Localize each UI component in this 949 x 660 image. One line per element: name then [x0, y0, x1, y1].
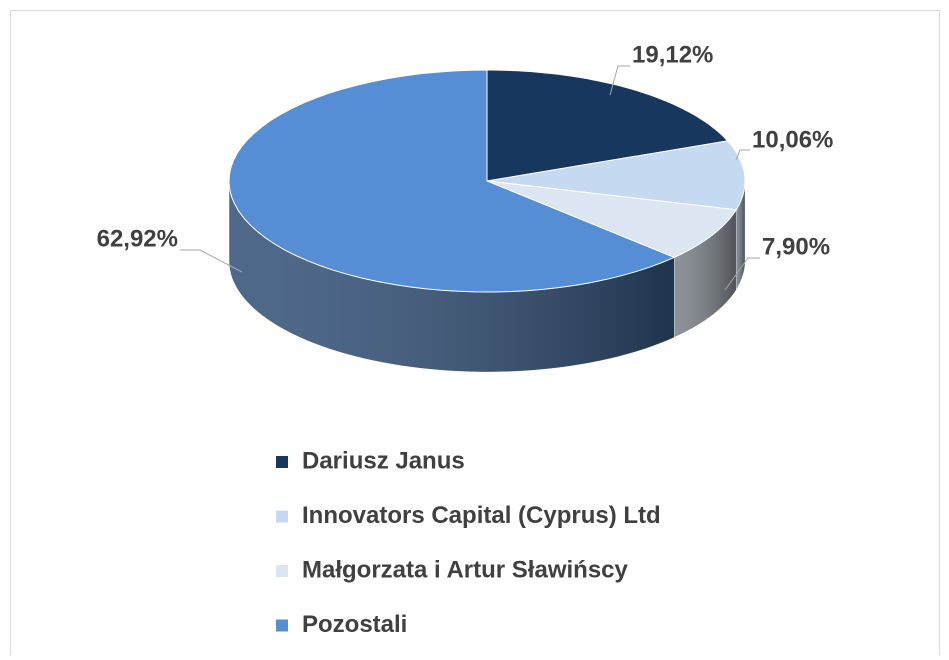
leader-line	[724, 257, 760, 291]
data-label: 10,06%	[752, 126, 833, 153]
pie-slice	[486, 69, 729, 182]
legend-swatch	[276, 619, 288, 632]
leader-line	[609, 65, 630, 96]
data-label: 62,92%	[97, 225, 178, 252]
pie-slice-side-shade	[736, 181, 745, 290]
legend-label: Pozostali	[302, 611, 407, 638]
pie-slice-side-shade	[674, 209, 737, 338]
pie-slice-side-shade	[229, 181, 675, 372]
leader-line	[735, 149, 750, 161]
legend-label: Innovators Capital (Cyprus) Ltd	[302, 502, 661, 529]
legend-label: Małgorzata i Artur Sławińscy	[302, 556, 629, 583]
pie-slice	[228, 69, 676, 293]
chart-border	[10, 10, 940, 655]
leader-line	[180, 249, 243, 273]
pie-slice	[486, 140, 746, 211]
legend-swatch	[276, 510, 288, 523]
legend-swatch	[276, 456, 288, 468]
data-label: 7,90%	[762, 233, 830, 260]
data-label: 19,12%	[632, 41, 713, 68]
legend-swatch	[276, 565, 288, 577]
pie-slice	[486, 180, 738, 258]
legend-label: Dariusz Janus	[302, 447, 465, 474]
